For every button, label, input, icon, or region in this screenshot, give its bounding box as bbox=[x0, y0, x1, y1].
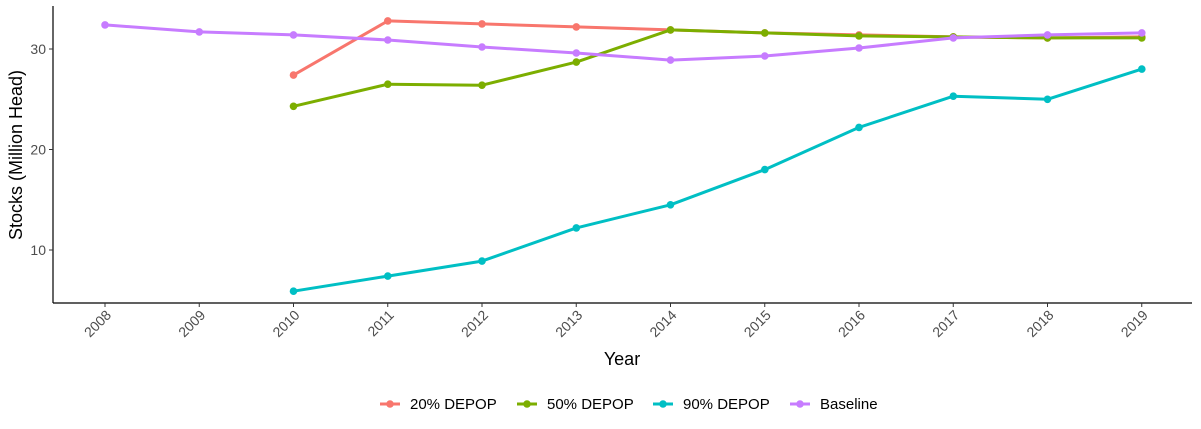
x-axis-title: Year bbox=[604, 349, 640, 369]
legend: 20% DEPOP 50% DEPOP 90% DEPOP Baseline bbox=[380, 396, 878, 413]
data-point bbox=[855, 44, 863, 52]
y-tick-label: 30 bbox=[30, 41, 46, 57]
legend-label: 90% DEPOP bbox=[683, 396, 770, 413]
data-point bbox=[666, 201, 675, 209]
legend-key-point bbox=[659, 400, 667, 408]
x-tick-label: 2019 bbox=[1118, 307, 1151, 340]
y-tick-label: 10 bbox=[30, 242, 46, 258]
data-point bbox=[572, 23, 581, 31]
data-point bbox=[761, 29, 769, 37]
legend-key-point bbox=[386, 400, 394, 408]
x-tick-label: 2008 bbox=[81, 307, 114, 340]
legend-item-50-depop: 50% DEPOP bbox=[517, 396, 634, 413]
legend-label: 20% DEPOP bbox=[410, 396, 497, 413]
x-tick-label: 2017 bbox=[929, 307, 962, 340]
data-point bbox=[195, 28, 204, 36]
x-tick-label: 2012 bbox=[458, 307, 491, 340]
data-point bbox=[855, 123, 863, 132]
data-point bbox=[289, 71, 298, 79]
data-point bbox=[478, 257, 486, 265]
series-line-20-depop bbox=[292, 19, 1144, 77]
data-point bbox=[101, 21, 109, 29]
series-line-90-depop bbox=[292, 67, 1144, 293]
data-point bbox=[384, 272, 392, 280]
legend-key-point bbox=[523, 400, 531, 408]
x-tick-label: 2013 bbox=[552, 307, 585, 340]
data-point bbox=[384, 80, 392, 88]
x-ticks: 2008 2009 2010 2011 2012 2013 2014 2015 2016 2017… bbox=[81, 303, 1151, 340]
data-point bbox=[289, 31, 298, 39]
data-point bbox=[855, 32, 863, 40]
x-tick-label: 2011 bbox=[364, 307, 397, 340]
legend-label: 50% DEPOP bbox=[547, 396, 634, 413]
series-20-depop bbox=[289, 17, 1146, 79]
x-tick-label: 2014 bbox=[646, 307, 679, 340]
legend-item-90-depop: 90% DEPOP bbox=[653, 396, 770, 413]
y-ticks: 10 20 30 bbox=[30, 41, 53, 258]
data-point bbox=[384, 36, 392, 44]
data-point bbox=[289, 102, 298, 111]
legend-key-point bbox=[796, 400, 804, 408]
x-tick-label: 2015 bbox=[741, 307, 774, 340]
data-point bbox=[289, 287, 298, 296]
y-axis-title: Stocks (Million Head) bbox=[6, 70, 26, 240]
legend-item-20-depop: 20% DEPOP bbox=[380, 396, 497, 413]
data-point bbox=[761, 165, 769, 174]
data-point bbox=[572, 224, 581, 232]
data-point bbox=[384, 17, 392, 25]
data-point bbox=[949, 34, 958, 42]
data-point bbox=[572, 58, 581, 66]
series-layer bbox=[101, 17, 1146, 296]
data-point bbox=[666, 56, 675, 64]
data-point bbox=[478, 43, 486, 51]
data-point bbox=[1043, 31, 1052, 39]
data-point bbox=[1138, 29, 1146, 37]
x-tick-label: 2016 bbox=[835, 307, 868, 340]
series-baseline bbox=[101, 21, 1146, 64]
data-point bbox=[1138, 65, 1146, 73]
data-point bbox=[572, 49, 581, 57]
data-point bbox=[478, 20, 486, 28]
series-90-depop bbox=[289, 65, 1146, 296]
data-point bbox=[478, 81, 486, 89]
series-line-baseline bbox=[103, 23, 1144, 62]
y-tick-label: 20 bbox=[30, 142, 46, 158]
x-tick-label: 2018 bbox=[1023, 307, 1056, 340]
x-tick-label: 2009 bbox=[175, 307, 208, 340]
data-point bbox=[1043, 95, 1052, 104]
data-point bbox=[666, 26, 675, 34]
x-tick-label: 2010 bbox=[269, 307, 302, 340]
data-point bbox=[761, 52, 769, 60]
legend-label: Baseline bbox=[820, 396, 878, 413]
legend-item-baseline: Baseline bbox=[790, 396, 878, 413]
data-point bbox=[949, 92, 958, 100]
